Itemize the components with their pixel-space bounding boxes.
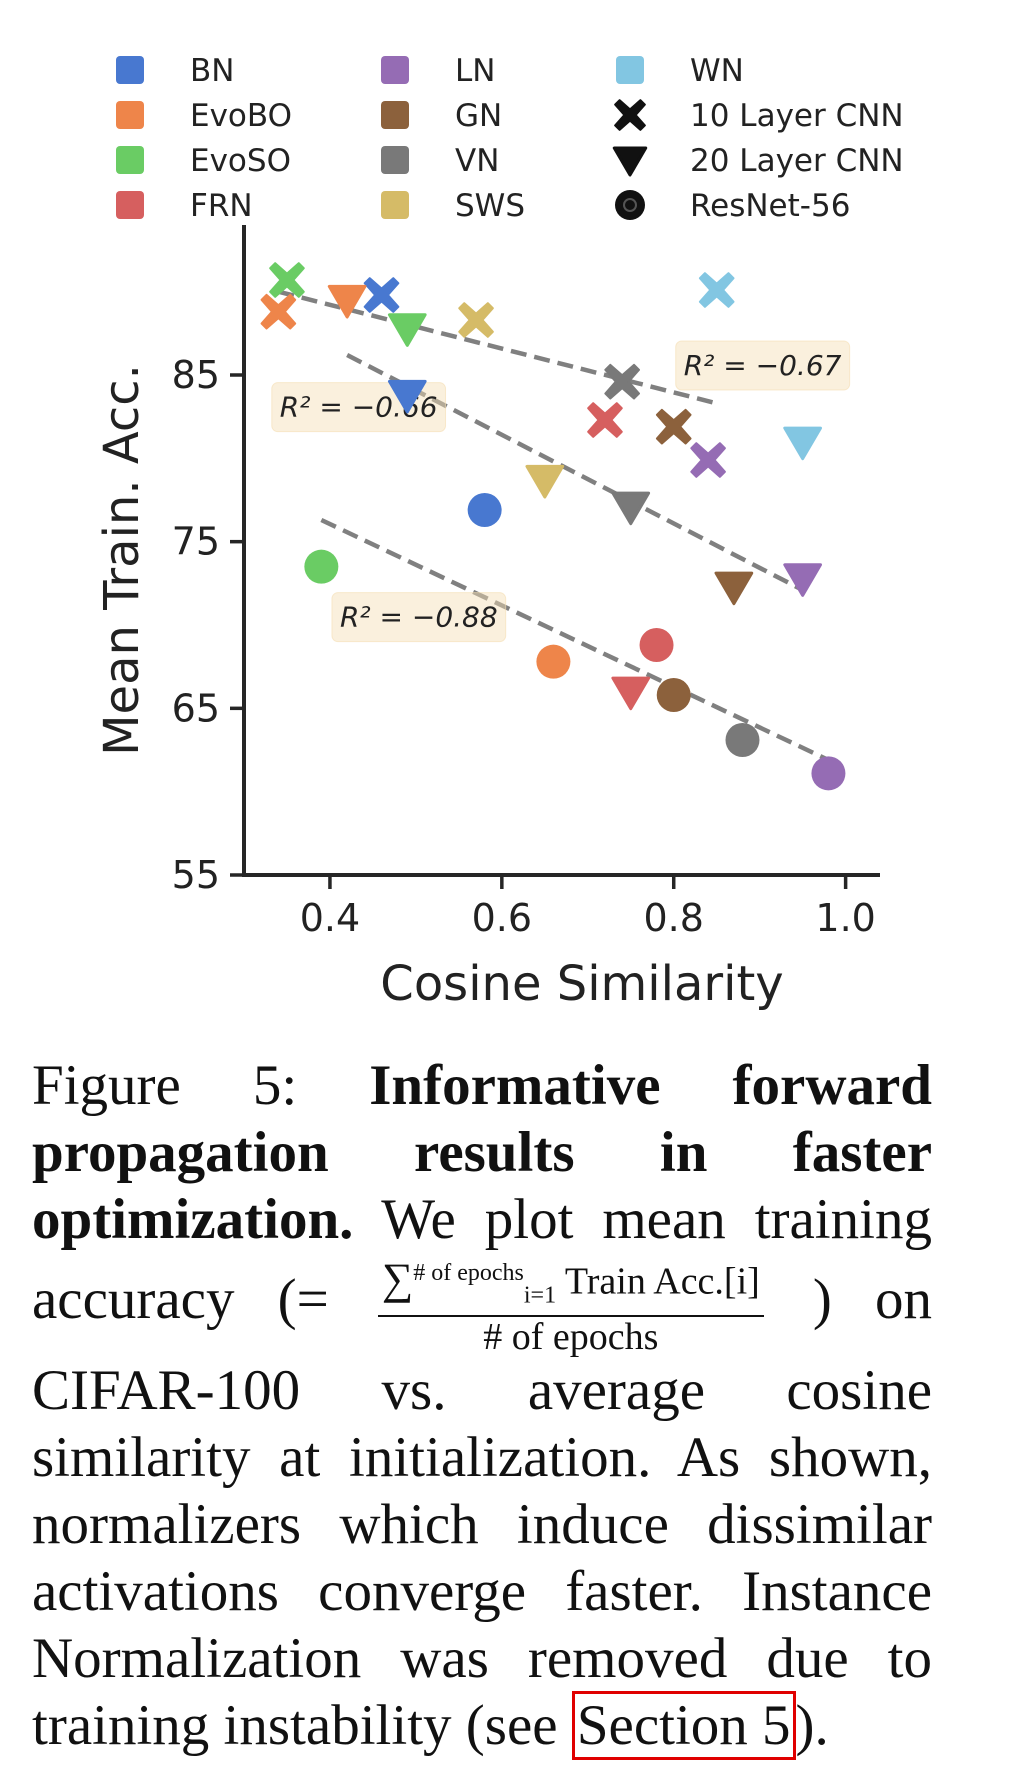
point-10-layer-cnn-sws bbox=[458, 302, 494, 338]
formula-lower-limit: i=1 bbox=[523, 1282, 557, 1309]
point-resnet-56-evoso bbox=[304, 549, 339, 584]
formula-denominator: # of epochs bbox=[483, 1316, 659, 1359]
x-tick-label-0-8: 0.8 bbox=[644, 896, 704, 940]
point-10-layer-cnn-evoso bbox=[269, 262, 305, 298]
legend-swatch-evobo bbox=[116, 101, 144, 129]
r2-box-10-layer-cnn bbox=[675, 340, 851, 391]
axes: 0.4 0.6 0.8 1.0 55 65 75 85 Cosine Similarity Mea… bbox=[94, 225, 880, 1012]
point-10-layer-cnn-evobo bbox=[260, 293, 297, 330]
caption-label: Figure 5: bbox=[32, 1054, 298, 1117]
legend-marker-20-layer-cnn bbox=[612, 146, 648, 177]
legend-label-frn: FRN bbox=[190, 188, 253, 224]
point-20-layer-cnn-evobo bbox=[327, 284, 367, 319]
point-resnet-56-frn bbox=[639, 628, 674, 662]
x-tick-label-0-6: 0.6 bbox=[472, 896, 532, 940]
y-tick-label-55: 55 bbox=[172, 853, 220, 897]
point-resnet-56-bn bbox=[467, 493, 502, 527]
formula-numerator: ∑# of epochsi=1 Train Acc.[i] bbox=[377, 1253, 764, 1318]
legend-label-resnet-56: ResNet-56 bbox=[690, 188, 850, 224]
legend-label-evobo: EvoBO bbox=[190, 98, 292, 134]
legend-marker-ring-resnet-56 bbox=[623, 198, 637, 212]
point-resnet-56-ln bbox=[811, 756, 846, 791]
formula-sum: ∑ bbox=[381, 1254, 414, 1304]
legend-label-bn: BN bbox=[190, 53, 234, 89]
point-20-layer-cnn-bn bbox=[387, 379, 427, 414]
r2-label-resnet-56: R² = −0.88 bbox=[340, 601, 498, 634]
x-axis-label: Cosine Similarity bbox=[380, 956, 783, 1012]
legend-label-10-layer-cnn: 10 Layer CNN bbox=[690, 98, 904, 134]
r2-box-resnet-56 bbox=[331, 592, 507, 643]
caption-text-1: We plot mean training accuracy (= bbox=[32, 1188, 932, 1332]
y-tick-label-85: 85 bbox=[172, 353, 220, 397]
point-10-layer-cnn-bn bbox=[363, 277, 400, 313]
scatter-figure: BN EvoBO EvoSO FRN LN GN VN SWS WN 10 Layer CNN 20… bbox=[94, 53, 904, 1012]
legend-swatch-wn bbox=[616, 56, 644, 84]
point-10-layer-cnn-vn bbox=[604, 363, 640, 400]
legend-swatch-sws bbox=[381, 191, 409, 219]
mean-accuracy-formula: ∑# of epochsi=1 Train Acc.[i] # of epoch… bbox=[377, 1253, 764, 1359]
caption-text-2: ) on CIFAR-100 vs. average cosine simila… bbox=[32, 1268, 933, 1758]
data-points bbox=[260, 262, 846, 791]
legend-label-vn: VN bbox=[455, 143, 499, 179]
legend-label-sws: SWS bbox=[455, 188, 525, 224]
point-resnet-56-evobo bbox=[536, 644, 571, 679]
y-axis-label: Mean Train. Acc. bbox=[94, 364, 150, 756]
legend-swatch-vn bbox=[381, 146, 409, 174]
point-20-layer-cnn-wn bbox=[783, 426, 822, 461]
r2-label-10-layer-cnn: R² = −0.67 bbox=[684, 349, 842, 382]
legend-label-wn: WN bbox=[690, 53, 744, 89]
caption-text-3: ). bbox=[795, 1694, 829, 1758]
formula-upper-limit: # of epochs bbox=[413, 1260, 524, 1286]
point-20-layer-cnn-gn bbox=[714, 571, 754, 606]
legend-swatch-frn bbox=[116, 191, 144, 219]
legend-swatch-ln bbox=[381, 56, 409, 84]
y-tick-label-65: 65 bbox=[172, 686, 220, 730]
point-10-layer-cnn-gn bbox=[655, 408, 692, 445]
point-20-layer-cnn-ln bbox=[783, 563, 822, 597]
legend: BN EvoBO EvoSO FRN LN GN VN SWS WN 10 Layer CNN 20… bbox=[116, 53, 904, 224]
point-resnet-56-vn bbox=[725, 723, 760, 757]
formula-term: Train Acc.[i] bbox=[564, 1260, 760, 1303]
point-resnet-56-gn bbox=[656, 678, 691, 712]
point-20-layer-cnn-evoso bbox=[387, 313, 427, 347]
point-20-layer-cnn-sws bbox=[525, 464, 565, 499]
legend-label-gn: GN bbox=[455, 98, 502, 134]
x-tick-label-1-0: 1.0 bbox=[815, 896, 875, 940]
legend-label-evoso: EvoSO bbox=[190, 143, 291, 179]
fit-line-20-layer-cnn bbox=[346, 353, 804, 592]
x-tick-label-0-4: 0.4 bbox=[300, 896, 360, 940]
legend-label-20-layer-cnn: 20 Layer CNN bbox=[690, 143, 904, 179]
y-tick-label-75: 75 bbox=[172, 520, 220, 564]
section-5-link[interactable]: Section 5 bbox=[571, 1691, 796, 1761]
legend-marker-10-layer-cnn bbox=[614, 99, 646, 131]
legend-marker-resnet-56 bbox=[615, 190, 645, 220]
legend-label-ln: LN bbox=[455, 53, 495, 89]
point-20-layer-cnn-frn bbox=[611, 676, 651, 711]
legend-swatch-evoso bbox=[116, 146, 144, 174]
point-20-layer-cnn-vn bbox=[611, 491, 651, 526]
legend-swatch-bn bbox=[116, 56, 144, 84]
fit-line-resnet-56 bbox=[320, 517, 830, 763]
point-10-layer-cnn-ln bbox=[690, 442, 726, 478]
figure-caption: Figure 5: Informative forward propagatio… bbox=[32, 1052, 933, 1761]
point-10-layer-cnn-wn bbox=[698, 272, 735, 308]
point-10-layer-cnn-frn bbox=[587, 402, 623, 438]
legend-swatch-gn bbox=[381, 101, 409, 129]
caption-title: Informative forward propagation results … bbox=[32, 1054, 932, 1251]
